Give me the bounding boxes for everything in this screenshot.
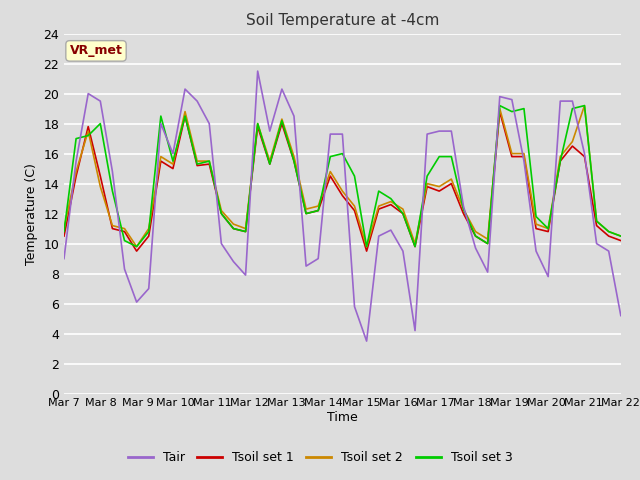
Y-axis label: Temperature (C): Temperature (C) xyxy=(25,163,38,264)
Title: Soil Temperature at -4cm: Soil Temperature at -4cm xyxy=(246,13,439,28)
X-axis label: Time: Time xyxy=(327,411,358,424)
Text: VR_met: VR_met xyxy=(70,44,122,58)
Legend: Tair, Tsoil set 1, Tsoil set 2, Tsoil set 3: Tair, Tsoil set 1, Tsoil set 2, Tsoil se… xyxy=(123,446,517,469)
